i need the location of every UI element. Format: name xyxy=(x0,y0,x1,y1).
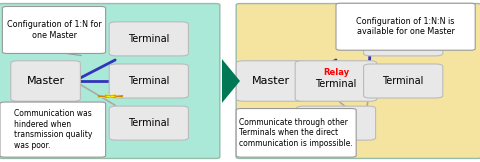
FancyBboxPatch shape xyxy=(11,61,81,101)
Text: Terminal: Terminal xyxy=(383,34,424,44)
FancyBboxPatch shape xyxy=(236,109,356,157)
Text: Master: Master xyxy=(252,76,290,86)
FancyBboxPatch shape xyxy=(296,106,375,140)
FancyBboxPatch shape xyxy=(236,4,480,158)
FancyBboxPatch shape xyxy=(109,106,188,140)
FancyBboxPatch shape xyxy=(236,61,306,101)
FancyBboxPatch shape xyxy=(109,22,188,56)
Text: Terminal: Terminal xyxy=(315,79,357,89)
Text: Configuration of 1:N for
one Master: Configuration of 1:N for one Master xyxy=(7,20,101,40)
Text: Terminal: Terminal xyxy=(315,118,357,128)
FancyBboxPatch shape xyxy=(364,64,443,98)
Text: Communicate through other
Terminals when the direct
communication is impossible.: Communicate through other Terminals when… xyxy=(240,118,353,148)
Text: Terminal: Terminal xyxy=(128,118,169,128)
FancyBboxPatch shape xyxy=(109,64,188,98)
FancyBboxPatch shape xyxy=(295,61,377,101)
Text: Terminal: Terminal xyxy=(383,76,424,86)
Text: Communication was
hindered when
transmission quality
was poor.: Communication was hindered when transmis… xyxy=(13,110,92,150)
Text: Terminal: Terminal xyxy=(128,34,169,44)
Text: Relay: Relay xyxy=(323,68,349,77)
Text: Configuration of 1:N:N is
available for one Master: Configuration of 1:N:N is available for … xyxy=(357,17,455,36)
Polygon shape xyxy=(98,95,123,98)
FancyBboxPatch shape xyxy=(2,6,106,53)
Text: Terminal: Terminal xyxy=(128,76,169,86)
Text: Master: Master xyxy=(26,76,65,86)
FancyBboxPatch shape xyxy=(0,102,106,157)
FancyBboxPatch shape xyxy=(0,4,220,158)
FancyBboxPatch shape xyxy=(364,22,443,56)
Polygon shape xyxy=(328,110,353,112)
Polygon shape xyxy=(222,59,240,103)
FancyBboxPatch shape xyxy=(336,3,475,50)
